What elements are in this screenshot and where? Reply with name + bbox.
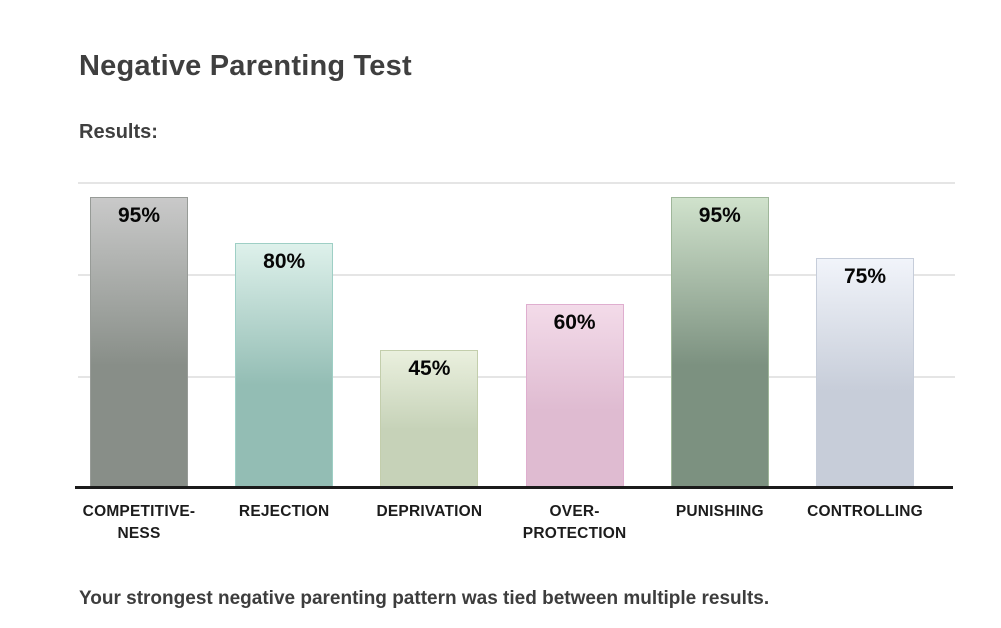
category-label: REJECTION bbox=[238, 503, 330, 520]
bar-value-label: 45% bbox=[408, 357, 451, 380]
bar-deprivation: 45% bbox=[380, 350, 479, 488]
bar-value-label: 95% bbox=[117, 204, 161, 227]
bar-competitiveness: 95% bbox=[90, 197, 188, 488]
category-label: DEPRIVATION bbox=[376, 503, 483, 520]
bar-chart: 95% 80% 45% 60% 95% 75% bbox=[78, 182, 955, 488]
category-label: CONTROLLING bbox=[807, 503, 923, 520]
bar-controlling: 75% bbox=[816, 258, 914, 488]
category-labels-row: COMPETITIVE- NESS REJECTION DEPRIVATION OVER… bbox=[78, 501, 955, 561]
bar-rejection: 80% bbox=[235, 243, 334, 488]
result-summary-text: Your strongest negative parenting patter… bbox=[79, 588, 770, 609]
bar-punishing: 95% bbox=[670, 197, 769, 488]
category-label: OVER- PROTECTION bbox=[522, 503, 627, 542]
bar-value-label: 75% bbox=[843, 265, 887, 288]
category-label: COMPETITIVE- NESS bbox=[82, 503, 196, 542]
x-axis-line bbox=[75, 486, 953, 489]
gridline bbox=[78, 376, 955, 378]
bar-value-label: 80% bbox=[263, 250, 306, 273]
results-heading: Results: bbox=[79, 121, 158, 143]
gridline bbox=[78, 182, 955, 184]
category-label: PUNISHING bbox=[675, 503, 764, 520]
page-title: Negative Parenting Test bbox=[79, 50, 412, 82]
gridline bbox=[78, 273, 955, 276]
bar-value-label: 60% bbox=[553, 311, 596, 334]
bar-value-label: 95% bbox=[698, 204, 741, 227]
bar-overprotection: 60% bbox=[525, 304, 624, 488]
